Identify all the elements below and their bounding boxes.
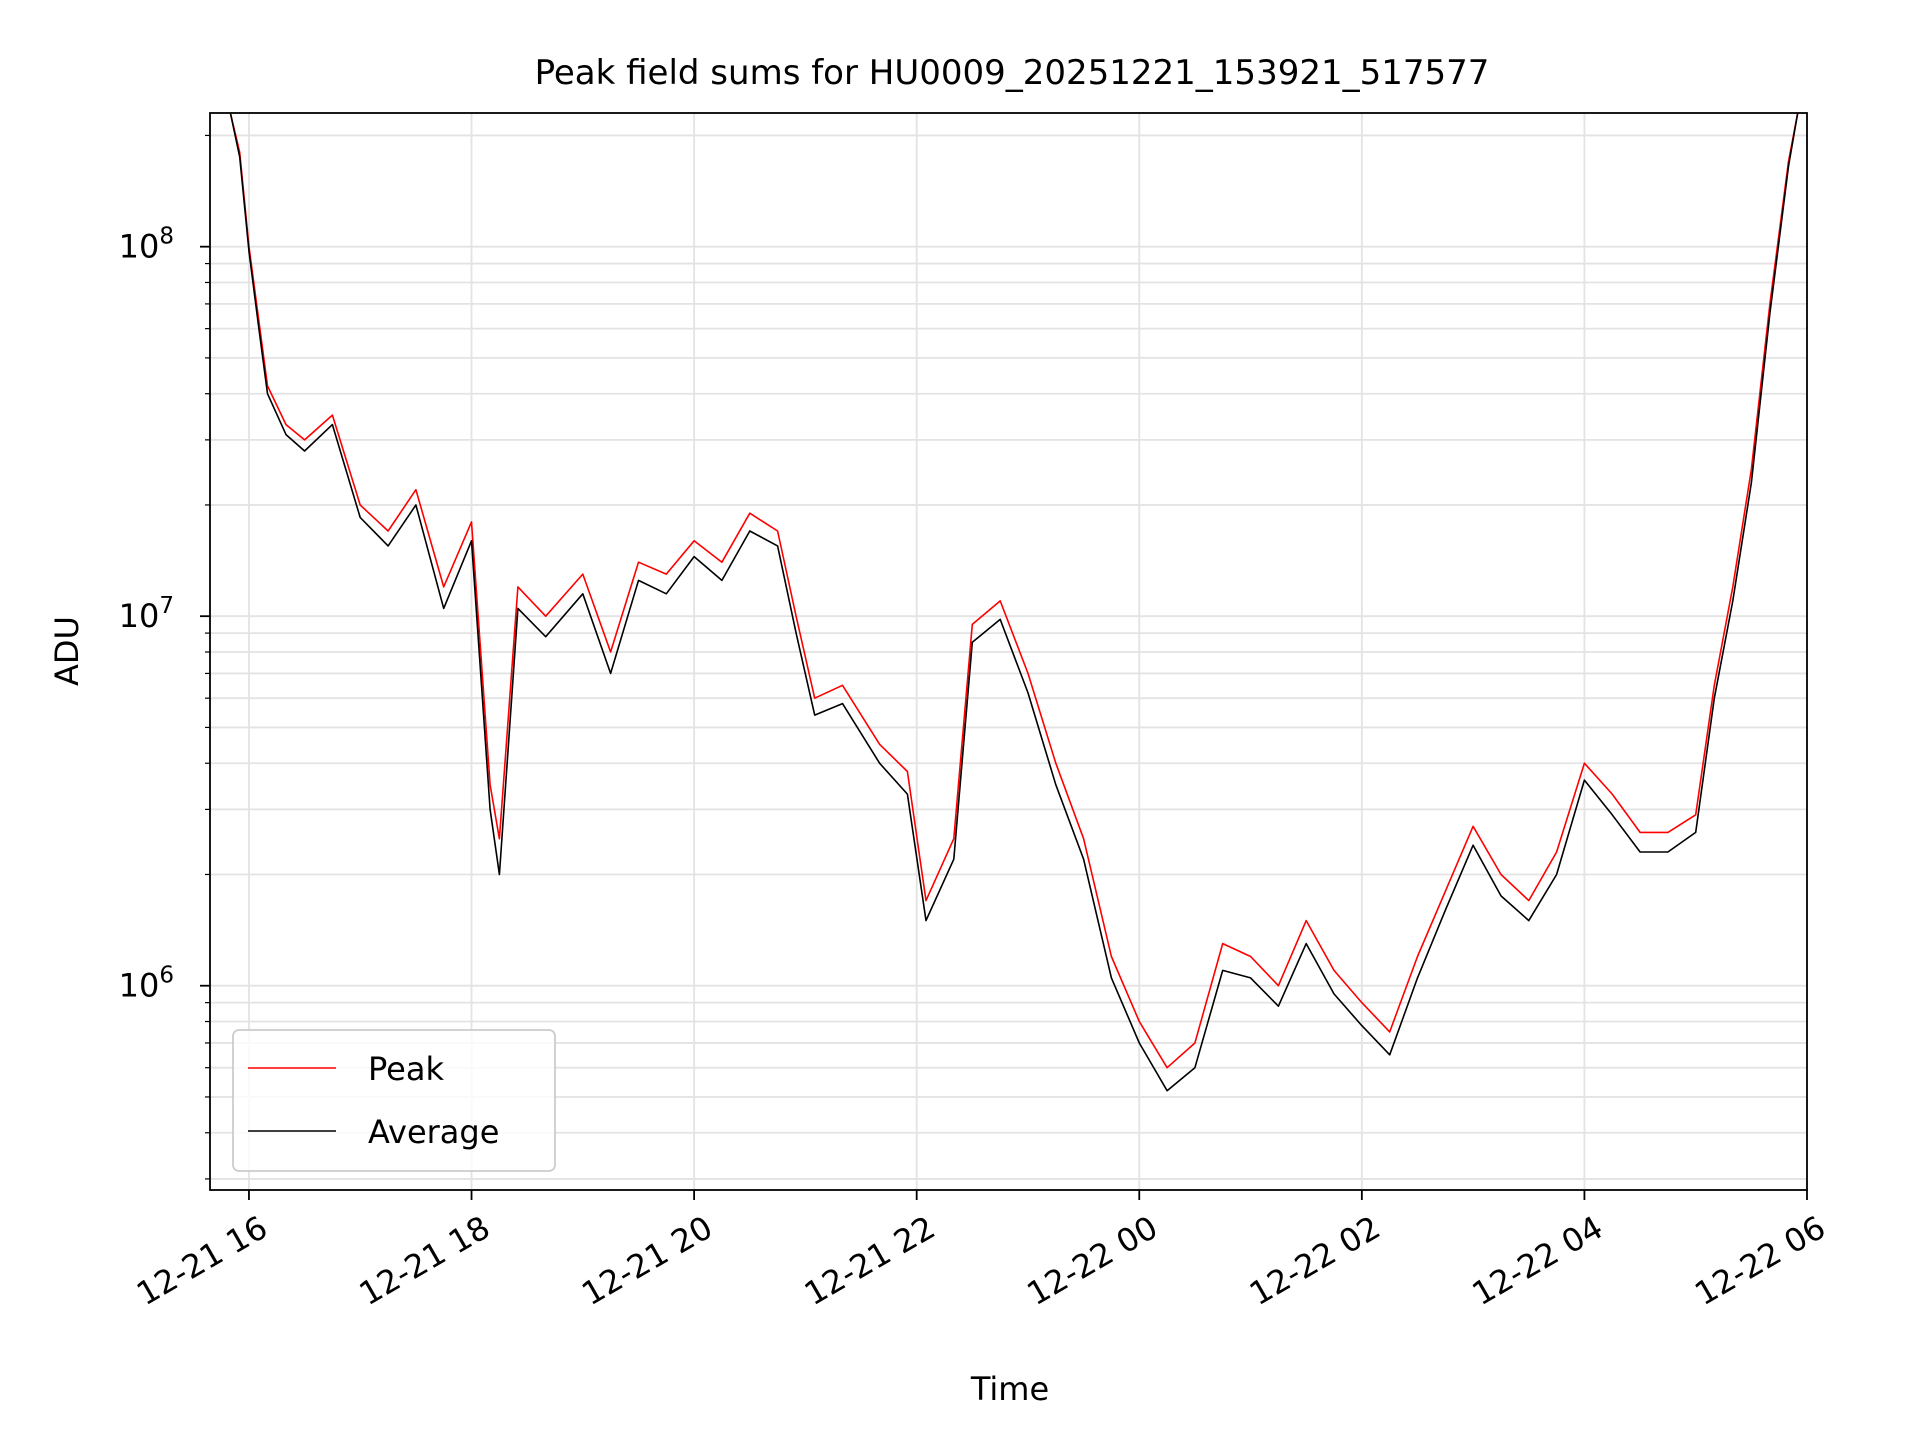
legend: Peak Average [232,1029,556,1172]
y-tick-label: 106 [119,963,174,1005]
y-axis-label: ADU [48,616,86,686]
y-tick-label: 107 [119,593,174,635]
legend-box [232,1029,556,1172]
series-line-average [229,113,1799,1092]
series-lines [229,113,1799,1092]
x-axis-label: Time [970,1370,1049,1408]
y-tick-label: 108 [119,224,174,266]
legend-label-peak: Peak [368,1050,444,1088]
legend-label-average: Average [368,1113,499,1151]
y-axis: 106 107 108 [119,134,210,1180]
series-line-peak [229,113,1799,1069]
chart-title: Peak field sums for HU0009_20251221_1539… [535,53,1490,93]
